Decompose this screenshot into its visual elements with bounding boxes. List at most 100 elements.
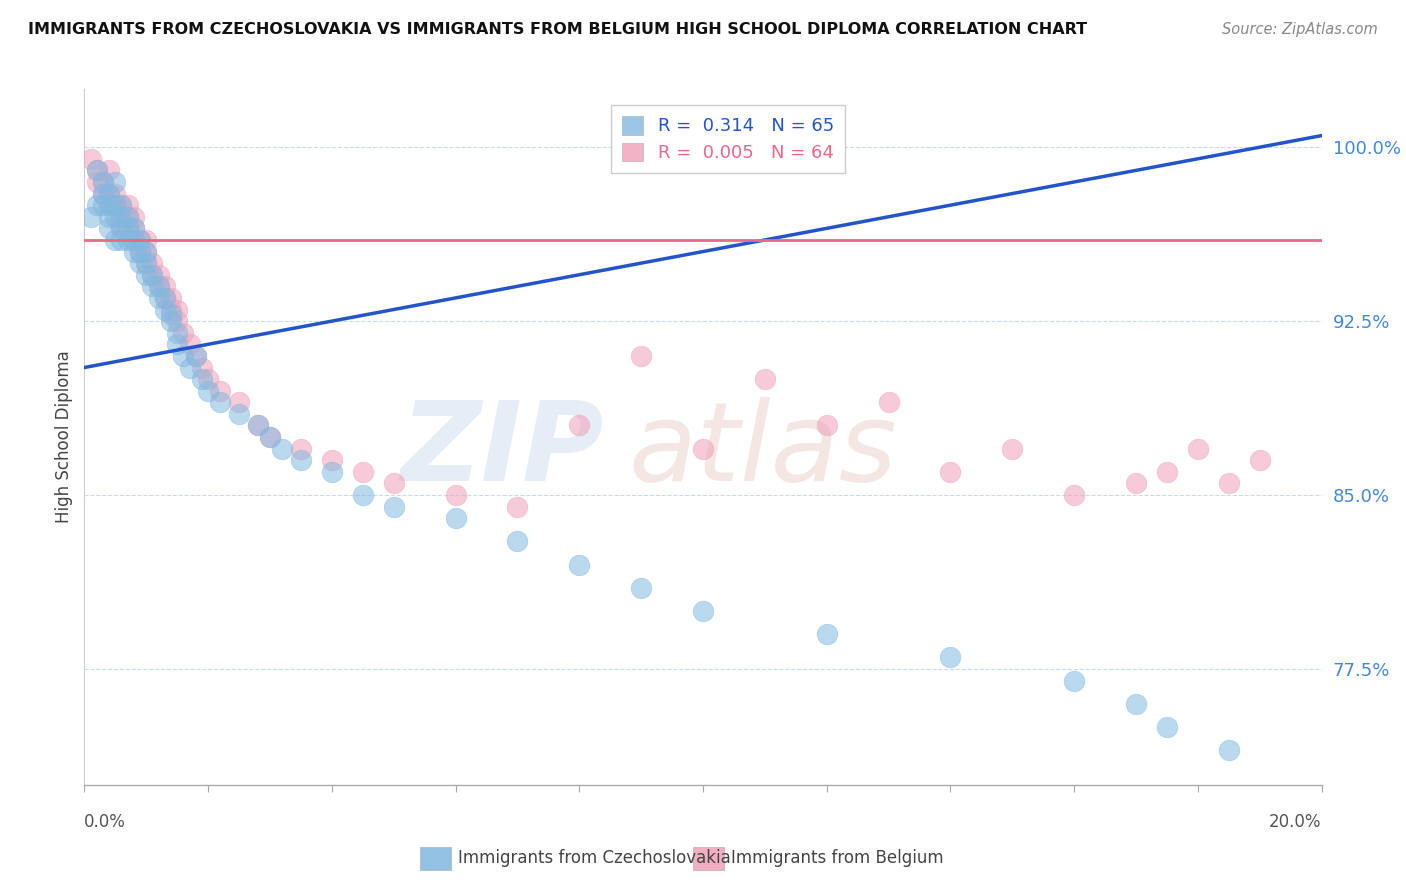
- Point: [129, 233, 152, 247]
- Point: [91, 186, 114, 201]
- Point: [630, 581, 652, 595]
- Point: [110, 221, 132, 235]
- Point: [117, 198, 139, 212]
- Point: [191, 360, 214, 375]
- Point: [129, 244, 152, 259]
- Point: [160, 307, 183, 321]
- Point: [209, 384, 232, 398]
- Point: [98, 221, 121, 235]
- Y-axis label: High School Diploma: High School Diploma: [55, 351, 73, 524]
- Point: [135, 233, 157, 247]
- Point: [444, 511, 467, 525]
- Point: [160, 314, 183, 328]
- Point: [117, 210, 139, 224]
- Point: [166, 326, 188, 340]
- Text: Immigrants from Czechoslovakia: Immigrants from Czechoslovakia: [458, 849, 731, 867]
- Point: [1156, 465, 1178, 479]
- Point: [135, 256, 157, 270]
- Point: [86, 163, 108, 178]
- Point: [1125, 476, 1147, 491]
- Point: [91, 186, 114, 201]
- Point: [1063, 488, 1085, 502]
- Point: [122, 221, 145, 235]
- Point: [228, 395, 250, 409]
- Point: [104, 210, 127, 224]
- Point: [1218, 476, 1240, 491]
- Point: [172, 349, 194, 363]
- Point: [98, 210, 121, 224]
- Point: [568, 418, 591, 433]
- Point: [184, 349, 207, 363]
- Point: [352, 465, 374, 479]
- Point: [91, 175, 114, 189]
- Point: [1156, 720, 1178, 734]
- Point: [98, 198, 121, 212]
- Point: [321, 465, 343, 479]
- Point: [815, 418, 838, 433]
- Point: [86, 198, 108, 212]
- Point: [110, 198, 132, 212]
- Point: [271, 442, 294, 456]
- Point: [1063, 673, 1085, 688]
- Point: [135, 256, 157, 270]
- Point: [568, 558, 591, 572]
- Point: [209, 395, 232, 409]
- Point: [110, 198, 132, 212]
- Point: [91, 198, 114, 212]
- Text: Source: ZipAtlas.com: Source: ZipAtlas.com: [1222, 22, 1378, 37]
- Point: [104, 233, 127, 247]
- Point: [1218, 743, 1240, 757]
- Point: [129, 233, 152, 247]
- Point: [506, 534, 529, 549]
- Point: [110, 221, 132, 235]
- Point: [141, 268, 163, 282]
- Point: [110, 233, 132, 247]
- Point: [382, 476, 405, 491]
- Point: [191, 372, 214, 386]
- Point: [148, 279, 170, 293]
- Point: [444, 488, 467, 502]
- Point: [117, 210, 139, 224]
- Point: [692, 442, 714, 456]
- Point: [104, 175, 127, 189]
- Point: [166, 314, 188, 328]
- Point: [166, 302, 188, 317]
- Text: ZIP: ZIP: [401, 398, 605, 505]
- Point: [141, 256, 163, 270]
- Point: [98, 163, 121, 178]
- Point: [104, 186, 127, 201]
- Point: [98, 186, 121, 201]
- Point: [877, 395, 900, 409]
- Point: [148, 291, 170, 305]
- Point: [122, 233, 145, 247]
- Point: [122, 233, 145, 247]
- Point: [939, 465, 962, 479]
- Point: [1187, 442, 1209, 456]
- Point: [110, 210, 132, 224]
- Point: [148, 279, 170, 293]
- Point: [1125, 697, 1147, 711]
- Point: [939, 650, 962, 665]
- Point: [160, 302, 183, 317]
- Point: [122, 221, 145, 235]
- Point: [104, 198, 127, 212]
- Point: [246, 418, 269, 433]
- Point: [117, 221, 139, 235]
- Point: [160, 291, 183, 305]
- Point: [754, 372, 776, 386]
- Point: [79, 210, 101, 224]
- Point: [104, 198, 127, 212]
- Point: [259, 430, 281, 444]
- Point: [290, 442, 312, 456]
- Point: [184, 349, 207, 363]
- Point: [141, 268, 163, 282]
- Point: [129, 244, 152, 259]
- Point: [117, 221, 139, 235]
- Point: [179, 360, 201, 375]
- Point: [91, 175, 114, 189]
- Point: [79, 152, 101, 166]
- Text: 0.0%: 0.0%: [84, 813, 127, 830]
- Point: [321, 453, 343, 467]
- Point: [246, 418, 269, 433]
- Point: [382, 500, 405, 514]
